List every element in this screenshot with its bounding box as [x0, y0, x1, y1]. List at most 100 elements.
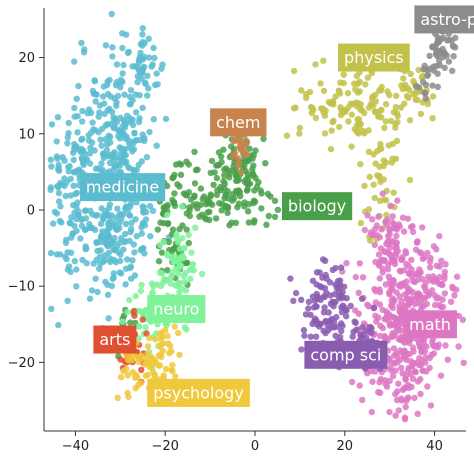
- point-physics: [384, 88, 391, 95]
- point-medicine: [132, 109, 140, 116]
- point-math: [433, 246, 440, 253]
- point-math: [359, 274, 367, 281]
- point-comp-sci: [347, 302, 354, 310]
- point-math: [376, 332, 384, 340]
- point-biology: [169, 174, 176, 182]
- point-math: [376, 275, 383, 282]
- point-medicine: [98, 142, 105, 149]
- point-biology: [191, 192, 198, 199]
- point-biology: [158, 249, 166, 256]
- point-medicine: [67, 192, 75, 199]
- point-medicine: [129, 121, 137, 129]
- point-math: [441, 268, 448, 276]
- point-biology: [194, 205, 201, 212]
- cluster-label-medicine: medicine: [79, 173, 166, 202]
- point-medicine: [123, 158, 130, 166]
- point-comp-sci: [340, 283, 348, 290]
- point-biology: [169, 196, 176, 204]
- point-biology: [206, 216, 213, 224]
- point-neuro: [135, 307, 143, 315]
- point-math: [417, 376, 424, 383]
- point-math: [377, 245, 385, 252]
- point-chem: [243, 140, 250, 147]
- point-medicine: [135, 57, 143, 64]
- point-math: [426, 258, 434, 265]
- point-medicine: [96, 265, 103, 272]
- point-medicine: [139, 42, 146, 49]
- point-medicine: [128, 219, 135, 226]
- point-neuro: [160, 238, 167, 246]
- point-medicine: [83, 245, 90, 252]
- point-neuro: [176, 280, 183, 287]
- point-astro-phys: [449, 67, 456, 75]
- point-neuro: [175, 270, 182, 277]
- point-medicine: [124, 207, 131, 214]
- point-psychology: [117, 374, 125, 381]
- point-math: [379, 306, 386, 313]
- point-math: [352, 307, 359, 314]
- point-chem: [237, 168, 245, 176]
- point-medicine: [139, 131, 146, 138]
- point-physics: [381, 124, 388, 132]
- cluster-label-text: chem: [216, 113, 260, 132]
- point-biology: [249, 166, 256, 173]
- point-physics: [345, 104, 352, 111]
- point-neuro: [185, 231, 192, 239]
- point-biology: [228, 219, 235, 226]
- cluster-label-neuro: neuro: [147, 295, 206, 324]
- point-neuro: [167, 280, 175, 287]
- point-medicine: [124, 49, 132, 57]
- point-biology: [164, 267, 171, 274]
- point-physics: [406, 176, 414, 184]
- point-biology: [154, 226, 161, 233]
- point-math: [404, 289, 411, 296]
- point-medicine: [144, 92, 151, 99]
- point-astro-phys: [450, 43, 457, 50]
- point-math: [382, 381, 389, 388]
- cluster-label-text: physics: [344, 48, 404, 67]
- point-psychology: [164, 332, 171, 340]
- point-neuro: [198, 270, 206, 278]
- point-biology: [246, 145, 253, 152]
- point-math: [389, 372, 397, 380]
- point-medicine: [122, 230, 129, 238]
- point-astro-phys: [419, 78, 427, 86]
- point-comp-sci: [349, 333, 356, 340]
- point-physics: [370, 181, 377, 188]
- point-medicine: [107, 133, 114, 141]
- point-comp-sci: [338, 309, 346, 316]
- point-math: [435, 294, 442, 302]
- point-medicine: [162, 115, 170, 123]
- point-medicine: [97, 220, 105, 227]
- point-physics: [312, 114, 320, 122]
- point-comp-sci: [287, 275, 294, 282]
- point-comp-sci: [316, 269, 323, 276]
- point-neuro: [119, 318, 126, 325]
- cluster-label-text: medicine: [86, 178, 159, 197]
- point-comp-sci: [320, 327, 327, 334]
- point-math: [386, 408, 393, 416]
- point-math: [397, 268, 405, 275]
- point-biology: [185, 239, 192, 247]
- point-physics: [407, 70, 414, 78]
- point-medicine: [82, 215, 90, 222]
- point-medicine: [140, 209, 147, 216]
- point-medicine: [70, 169, 78, 176]
- point-medicine: [119, 44, 126, 52]
- point-chem: [237, 146, 244, 154]
- point-neuro: [173, 231, 180, 238]
- point-neuro: [132, 292, 139, 300]
- point-physics: [330, 101, 337, 108]
- point-neuro: [168, 272, 175, 280]
- point-math: [419, 367, 427, 374]
- point-astro-phys: [421, 62, 428, 69]
- point-neuro: [181, 324, 188, 331]
- point-math: [421, 348, 429, 355]
- point-medicine: [110, 270, 118, 277]
- point-comp-sci: [334, 277, 342, 285]
- point-physics: [429, 93, 437, 100]
- point-medicine: [109, 275, 117, 283]
- point-math: [409, 344, 417, 351]
- point-physics: [380, 196, 388, 203]
- x-tick-label: 40: [426, 439, 443, 454]
